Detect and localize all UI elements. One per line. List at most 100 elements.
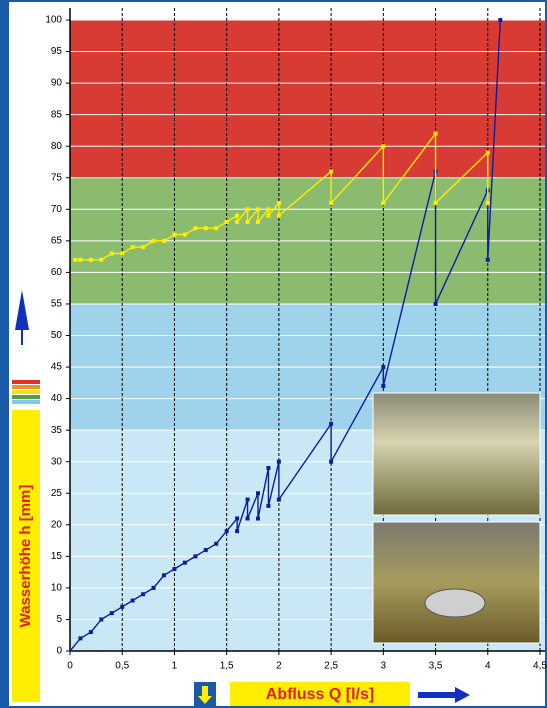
y-tick-label: 15 xyxy=(51,551,63,562)
point xyxy=(235,213,240,218)
x-tick-label: 1 xyxy=(172,661,178,672)
y-tick-label: 5 xyxy=(56,614,62,625)
x-tick-label: 1,5 xyxy=(220,661,234,672)
legend-swatch xyxy=(12,385,40,389)
point xyxy=(235,529,240,534)
point xyxy=(245,219,250,224)
y-label-box xyxy=(12,410,40,702)
point xyxy=(151,238,156,243)
legend-swatch xyxy=(12,390,40,394)
point xyxy=(256,219,260,224)
point xyxy=(329,200,334,205)
band xyxy=(70,20,545,178)
x-tick-label: 4,5 xyxy=(533,661,547,672)
point xyxy=(99,617,104,622)
point xyxy=(130,598,135,603)
point xyxy=(485,200,490,205)
point xyxy=(256,516,260,521)
point xyxy=(235,516,240,521)
point xyxy=(214,226,219,231)
point xyxy=(109,251,114,256)
point xyxy=(88,257,93,262)
point xyxy=(193,554,198,559)
x-tick-label: 2 xyxy=(276,661,282,672)
point xyxy=(433,200,438,205)
point xyxy=(485,257,490,262)
y-tick-label: 35 xyxy=(51,425,63,436)
point xyxy=(266,207,271,212)
point xyxy=(120,604,125,609)
point xyxy=(381,144,386,149)
y-tick-label: 50 xyxy=(51,330,63,341)
arrow-right xyxy=(418,687,470,703)
y-tick-label: 30 xyxy=(51,456,63,467)
x-tick-label: 4 xyxy=(485,661,491,672)
legend-swatch xyxy=(12,380,40,384)
arrow-down xyxy=(198,686,212,704)
frame-left xyxy=(1,1,9,707)
point xyxy=(433,131,438,136)
point xyxy=(235,219,240,224)
y-tick-label: 40 xyxy=(51,393,63,404)
point xyxy=(381,383,386,388)
y-tick-label: 90 xyxy=(51,78,63,89)
y-tick-label: 45 xyxy=(51,362,63,373)
point xyxy=(182,232,187,237)
photo xyxy=(372,521,541,644)
point xyxy=(266,213,271,218)
y-tick-label: 20 xyxy=(51,519,63,530)
point xyxy=(245,516,250,521)
x-tick-label: 2,5 xyxy=(324,661,338,672)
point xyxy=(193,226,198,231)
point xyxy=(381,200,386,205)
photo xyxy=(372,392,541,516)
y-tick-label: 95 xyxy=(51,46,63,57)
point xyxy=(109,611,114,616)
point xyxy=(203,226,208,231)
point xyxy=(88,630,93,635)
point xyxy=(256,491,260,496)
x-tick-label: 3 xyxy=(381,661,387,672)
point xyxy=(276,459,281,464)
series-group xyxy=(70,18,503,651)
point xyxy=(78,636,83,641)
point xyxy=(162,238,166,243)
arrow-up xyxy=(15,290,29,345)
x-tick-label: 3,5 xyxy=(429,661,443,672)
point xyxy=(214,541,219,546)
point xyxy=(141,592,146,597)
point xyxy=(162,573,166,578)
y-tick-label: 75 xyxy=(51,172,63,183)
point xyxy=(151,585,156,590)
point xyxy=(70,649,72,651)
series-line xyxy=(75,131,489,261)
point xyxy=(329,421,334,426)
point xyxy=(276,213,281,218)
y-tick-label: 25 xyxy=(51,488,63,499)
point xyxy=(245,497,250,502)
point xyxy=(276,200,281,205)
point xyxy=(172,566,177,571)
x-label-box xyxy=(230,682,410,706)
y-tick-label: 100 xyxy=(45,15,62,26)
point xyxy=(172,232,177,237)
x-tick-label: 0 xyxy=(67,661,73,672)
point xyxy=(276,497,281,502)
point xyxy=(256,207,260,212)
photo-detail xyxy=(424,588,486,618)
point xyxy=(329,169,334,174)
y-tick-label: 55 xyxy=(51,299,63,310)
y-tick-label: 65 xyxy=(51,235,63,246)
point xyxy=(498,18,503,22)
point xyxy=(266,503,271,508)
point xyxy=(266,466,271,471)
y-tick-label: 80 xyxy=(51,141,63,152)
legend-swatch xyxy=(12,395,40,399)
y-tick-label: 10 xyxy=(51,583,63,594)
point xyxy=(433,301,438,306)
point xyxy=(78,257,83,262)
point xyxy=(99,257,104,262)
point xyxy=(141,245,146,250)
y-tick-label: 85 xyxy=(51,109,63,120)
